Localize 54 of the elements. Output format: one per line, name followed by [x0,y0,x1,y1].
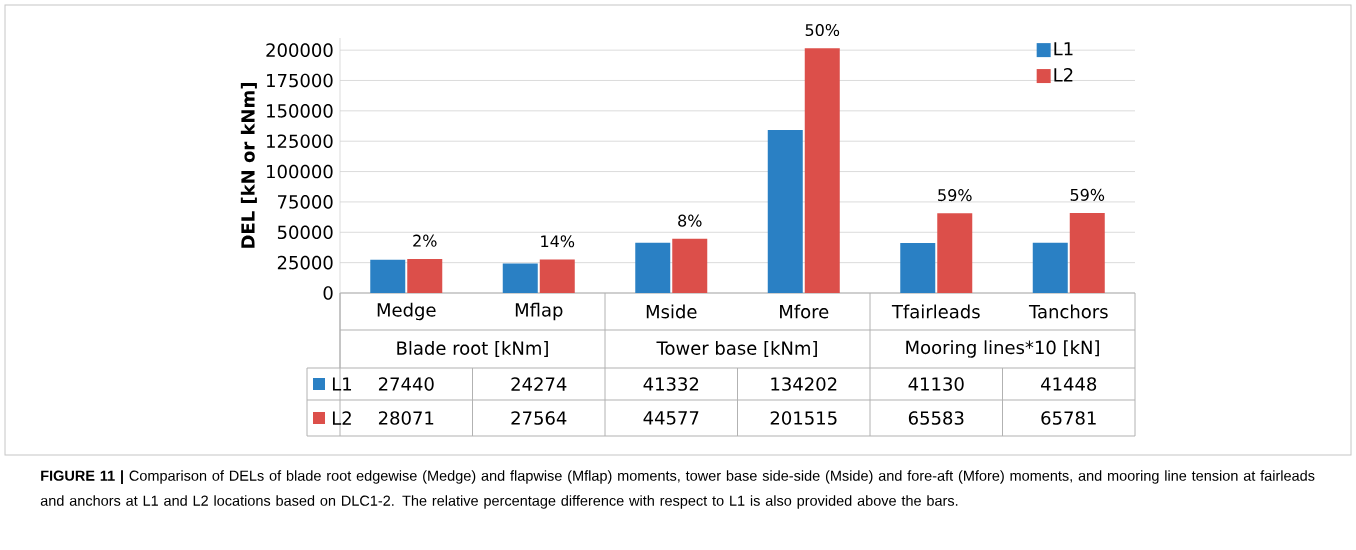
x-tick-label: Medge [377,302,436,321]
annotation: 8% [678,214,702,227]
data-label: 65781 [1041,411,1096,425]
x-tick-label: Tanchors [1028,304,1108,319]
bar [539,259,575,293]
data-label: 24274 [511,377,567,391]
annotation: 50% [805,24,840,37]
text: FIGURE 11 | Comparison of DELs of blade root edgewise (Medge) and flapwise (Mflap) moments, tower base side-side (Mside) and fore-aft (Mfore) moments, and mooring line tension at fairleads and anchors at L1 and L2 locations based on DLC1-2. The relative percentage difference with respect to L1 is also provided above the bars. [40,470,1315,509]
bar [804,48,840,293]
bar [900,243,936,293]
y-tick-label: 75000 [278,195,333,209]
x-tick-label: Mflap [515,302,563,321]
y-tick-label: 200000 [266,43,333,57]
y-tick-label: 0 [323,286,333,300]
y-tick-label: 100000 [267,164,333,179]
x-tick-label: Mfore [780,304,829,319]
data-label: 134202 [771,377,837,391]
bar [1032,242,1068,293]
data-label: 41130 [908,377,964,391]
legend-label: L2 [1054,68,1073,82]
y-tick-label: 25000 [277,255,333,270]
annotation: 59% [1070,188,1105,201]
annotation: 2% [413,234,437,247]
data-label: 27564 [511,411,567,425]
x-tick-label: Mside [646,304,697,319]
y-tick-label: 125000 [267,134,333,149]
text: Blade root [kNm] [397,340,548,358]
bar [370,259,406,293]
data-label: 44577 [643,411,699,425]
y-axis-title: DEL [kN or kNm] [240,83,257,248]
y-tick-label: 175000 [267,73,333,88]
annotation: 14% [541,235,575,248]
text: L1 [332,377,352,391]
bar [502,263,538,293]
legend-label: L1 [1054,42,1073,56]
bar [672,238,708,293]
data-label: 41332 [643,377,699,391]
text: Tower base [kNm] [656,340,817,358]
bar [937,213,973,293]
data-label: 28071 [378,411,434,425]
annotation: 59% [938,189,972,202]
data-label: 27440 [378,377,434,391]
text: Mooring lines*10 [kN] [906,340,1099,358]
data-label: 201515 [770,411,837,425]
data-label: 65583 [908,411,964,425]
bar [407,258,443,293]
text: L2 [332,411,351,425]
y-tick-label: 50000 [277,225,333,240]
x-tick-label: Tfairleads [891,304,980,319]
bar [767,130,803,293]
y-tick-label: 150000 [267,104,333,118]
bar [1069,213,1105,293]
bar [635,242,671,293]
data-label: 41448 [1041,377,1097,391]
